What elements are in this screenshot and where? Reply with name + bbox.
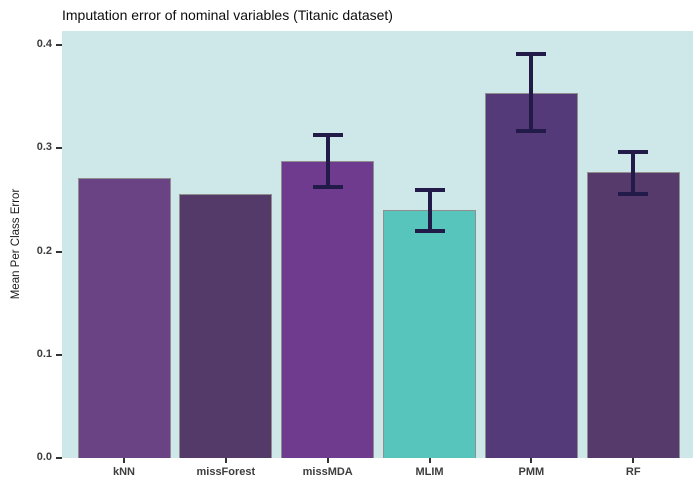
y-tick-label: 0.1: [36, 347, 52, 360]
x-tick-label-RF: RF: [625, 466, 641, 478]
y-tick-mark: [56, 44, 62, 46]
errorbar-cap-top-RF: [618, 150, 649, 155]
x-tick-label-missMDA: missMDA: [302, 466, 353, 478]
x-tick-label-PMM: PMM: [518, 466, 545, 478]
errorbar-stem-MLIM: [427, 189, 432, 231]
y-tick-mark: [56, 457, 62, 459]
bar-PMM: [484, 92, 578, 458]
bar-MLIM: [383, 210, 477, 458]
errorbar-stem-missMDA: [325, 134, 330, 188]
errorbar-cap-top-missMDA: [312, 132, 343, 137]
errorbar-cap-bottom-PMM: [516, 128, 547, 133]
y-tick-label: 0.0: [36, 451, 52, 463]
errorbar-cap-bottom-missMDA: [312, 185, 343, 190]
bar-missForest: [179, 193, 273, 458]
x-tick-label-missForest: missForest: [196, 466, 256, 478]
y-tick-mark: [56, 353, 62, 356]
y-tick-label: 0.2: [36, 244, 52, 257]
bar-kNN: [77, 178, 171, 458]
bar-RF: [586, 172, 680, 458]
x-tick-mark: [326, 458, 329, 463]
x-tick-mark: [123, 458, 125, 463]
errorbar-cap-top-MLIM: [414, 187, 445, 192]
bar-missMDA: [281, 160, 375, 458]
x-tick-mark: [530, 458, 533, 463]
x-tick-label-MLIM: MLIM: [415, 466, 444, 478]
chart-title: Imputation error of nominal variables (T…: [62, 7, 393, 23]
x-tick-label-kNN: kNN: [112, 466, 135, 478]
y-tick-mark: [56, 147, 62, 150]
x-tick-mark: [428, 458, 431, 463]
y-tick-mark: [56, 250, 62, 253]
errorbar-cap-top-PMM: [516, 52, 547, 57]
y-tick-label: 0.3: [36, 141, 52, 154]
errorbar-cap-bottom-MLIM: [414, 228, 445, 233]
x-tick-mark: [224, 458, 227, 463]
errorbar-stem-RF: [631, 152, 636, 194]
y-axis-title: Mean Per Class Error: [10, 188, 22, 300]
plot-panel: [62, 31, 693, 458]
y-tick-label: 0.4: [36, 38, 52, 50]
x-tick-mark: [632, 458, 635, 463]
errorbar-cap-bottom-RF: [618, 191, 649, 196]
errorbar-stem-PMM: [529, 54, 534, 131]
